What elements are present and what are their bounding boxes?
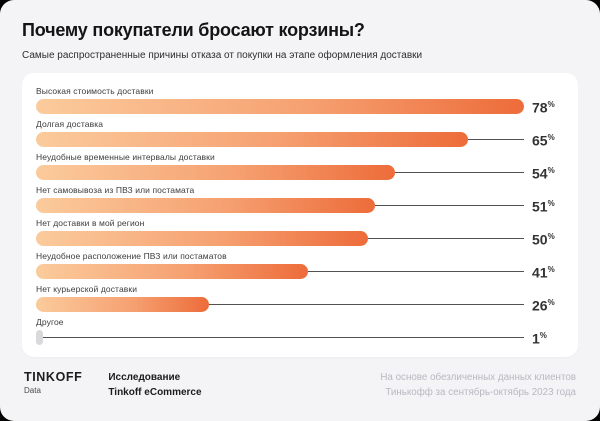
chart-row-label: Другое [36, 317, 64, 327]
chart-row-track: 51% [36, 198, 564, 215]
chart-bar [36, 99, 524, 114]
chart-row: Нет курьерской доставки 26% [36, 284, 564, 314]
chart-row-label: Нет доставки в мой регион [36, 218, 145, 228]
data-source-note: На основе обезличенных данных клиентов Т… [380, 370, 576, 400]
chart-row-label: Нет самовывоза из ПВЗ или постамата [36, 185, 195, 195]
chart-card: Высокая стоимость доставки 78% Долгая до… [22, 73, 578, 357]
chart-bar [36, 264, 309, 279]
chart-row-label: Неудобное расположение ПВЗ или постамато… [36, 251, 227, 261]
chart-row-track: 50% [36, 231, 564, 248]
leader-line [374, 205, 524, 206]
chart-row: Неудобные временные интервалы доставки 5… [36, 152, 564, 182]
chart-row-track: 26% [36, 297, 564, 314]
chart-row-label: Долгая доставка [36, 119, 104, 129]
chart-row-label: Высокая стоимость доставки [36, 86, 154, 96]
chart-row-label: Неудобные временные интервалы доставки [36, 152, 215, 162]
chart-row: Долгая доставка 65% [36, 119, 564, 149]
leader-line [368, 238, 524, 239]
chart-value: 1% [532, 330, 547, 347]
chart-row-track: 41% [36, 264, 564, 281]
brand-wordmark: TINKOFF [24, 370, 83, 384]
chart-row: Нет доставки в мой регион 50% [36, 218, 564, 248]
chart-bar [36, 165, 395, 180]
chart-row-track: 1% [36, 330, 564, 347]
chart-row: Неудобное расположение ПВЗ или постамато… [36, 251, 564, 281]
chart-bar [36, 330, 43, 345]
brand-sub-label: Data [24, 386, 41, 395]
leader-line [394, 172, 524, 173]
research-line2: Tinkoff eCommerce [108, 387, 202, 398]
tinkoff-data-logo: TINKOFF Data [24, 370, 82, 395]
chart-row-track: 54% [36, 165, 564, 182]
chart-value: 54% [532, 165, 555, 182]
chart-value: 51% [532, 198, 555, 215]
chart-bar [36, 297, 209, 312]
chart-bar [36, 231, 369, 246]
research-line1: Исследование [108, 372, 181, 383]
page-title: Почему покупатели бросают корзины? [22, 20, 365, 40]
chart-row: Нет самовывоза из ПВЗ или постамата 51% [36, 185, 564, 215]
chart-row: Другое 1% [36, 317, 564, 347]
source-line2: Тинькофф за сентябрь-октябрь 2023 года [385, 387, 576, 398]
chart-row-label: Нет курьерской доставки [36, 284, 138, 294]
chart-value: 78% [532, 99, 555, 116]
chart-row-track: 78% [36, 99, 564, 116]
leader-line [42, 337, 524, 338]
chart-value: 26% [532, 297, 555, 314]
chart-row-track: 65% [36, 132, 564, 149]
chart-row: Высокая стоимость доставки 78% [36, 86, 564, 116]
chart-value: 65% [532, 132, 555, 149]
research-credit: Исследование Tinkoff eCommerce [108, 370, 201, 400]
footer: TINKOFF Data Исследование Tinkoff eComme… [0, 357, 600, 400]
chart-value: 41% [532, 264, 555, 281]
header: Почему покупатели бросают корзины? Самые… [0, 0, 600, 61]
leader-line [467, 139, 524, 140]
chart-bar [36, 198, 375, 213]
source-line1: На основе обезличенных данных клиентов [380, 372, 576, 383]
leader-line [208, 304, 524, 305]
leader-line [308, 271, 524, 272]
page-subtitle: Самые распространенные причины отказа от… [22, 50, 423, 61]
chart-value: 50% [532, 231, 555, 248]
chart-bar [36, 132, 468, 147]
